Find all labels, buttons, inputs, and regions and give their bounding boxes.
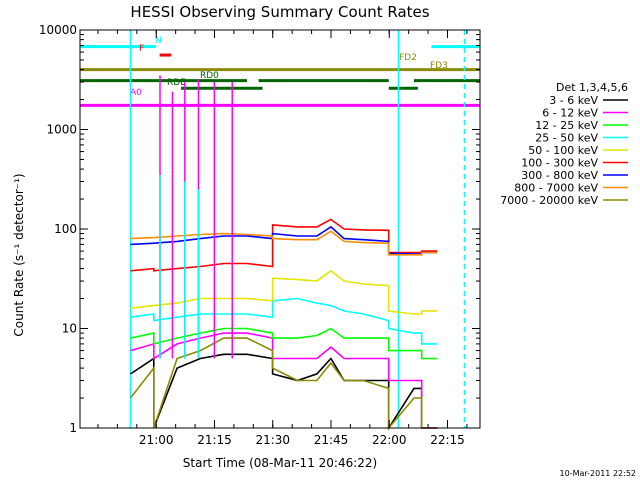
y-tick-label: 100 [54, 222, 77, 236]
y-axis-label: Count Rate (s⁻¹ detector⁻¹) [12, 173, 26, 336]
y-tick-label: 10 [62, 322, 77, 336]
flag-label: RDE [167, 78, 186, 88]
x-tick-label: 22:15 [430, 433, 465, 447]
y-tick-label: 1 [69, 421, 77, 435]
legend-label: 800 - 7000 keV [514, 182, 598, 195]
series-line [130, 225, 438, 255]
flag-label: FD3 [430, 61, 448, 71]
series-line [130, 269, 438, 315]
flag-label: RD0 [200, 71, 219, 81]
x-tick-label: 21:45 [314, 433, 349, 447]
series-line [130, 353, 438, 431]
chart-title: HESSI Observing Summary Count Rates [130, 3, 429, 21]
flag-label: N [155, 36, 162, 46]
legend-label: 3 - 6 keV [549, 94, 598, 107]
x-tick-label: 21:00 [139, 433, 174, 447]
series-line [130, 332, 438, 429]
legend-label: 300 - 800 keV [521, 169, 598, 182]
axes: 1 10 100 1000 10000 21:00 21:15 21:30 21:45 22:00… [39, 23, 481, 447]
series-line [129, 337, 438, 431]
series-line [130, 327, 438, 360]
series-line [130, 218, 438, 272]
y-tick-label: 1000 [46, 123, 77, 137]
series-line [130, 230, 438, 256]
x-tick-label: 22:00 [372, 433, 407, 447]
series-line [130, 297, 438, 345]
x-axis-label: Start Time (08-Mar-11 20:46:22) [183, 456, 377, 470]
legend-label: 25 - 50 keV [535, 132, 598, 145]
legend-label: 100 - 300 keV [521, 157, 598, 170]
legend-title: Det 1,3,4,5,6 [556, 81, 628, 94]
x-tick-label: 21:30 [255, 433, 290, 447]
legend-label: 7000 - 20000 keV [500, 194, 598, 207]
footer-timestamp: 10-Mar-2011 22:52 [560, 469, 637, 478]
plot-area: N F FD2 FD3 RDE RD0 A0 [80, 30, 480, 431]
legend-label: 12 - 25 keV [535, 119, 598, 132]
flag-label: A0 [130, 88, 142, 98]
legend-label: 6 - 12 keV [542, 107, 598, 120]
x-tick-label: 21:15 [197, 433, 232, 447]
flag-label: FD2 [399, 53, 417, 63]
legend-label: 50 - 100 keV [528, 144, 598, 157]
y-tick-label: 10000 [39, 23, 77, 37]
flag-label: F [139, 44, 144, 54]
